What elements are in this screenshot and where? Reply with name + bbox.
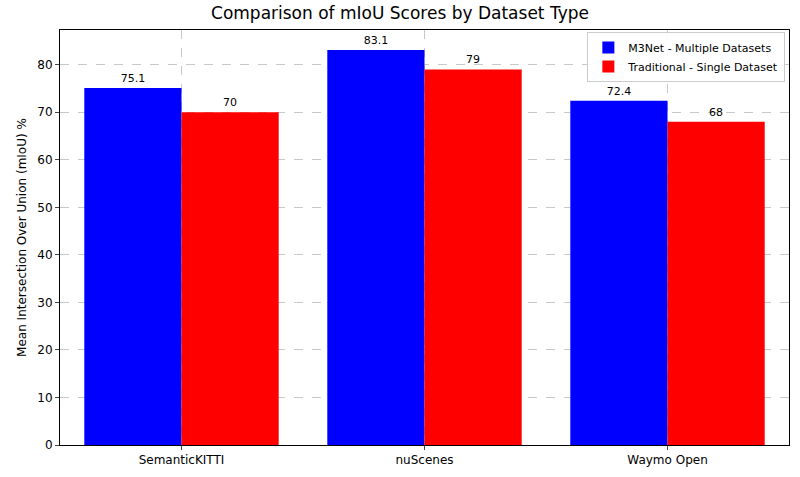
svg-text:Comparison of mIoU Scores by D: Comparison of mIoU Scores by Dataset Typ…: [211, 3, 589, 23]
svg-text:50: 50: [37, 201, 52, 215]
svg-text:Mean Intersection Over Union (: Mean Intersection Over Union (mIoU) %: [15, 118, 29, 357]
svg-text:79: 79: [466, 53, 480, 66]
svg-text:68: 68: [709, 106, 723, 119]
svg-text:60: 60: [37, 153, 52, 167]
svg-text:0: 0: [45, 438, 53, 452]
svg-text:30: 30: [37, 296, 52, 310]
svg-text:SemanticKITTI: SemanticKITTI: [139, 453, 225, 467]
svg-text:10: 10: [37, 391, 52, 405]
svg-text:80: 80: [37, 58, 52, 72]
svg-text:Traditional - Single Dataset: Traditional - Single Dataset: [627, 61, 777, 74]
svg-text:70: 70: [223, 96, 237, 109]
svg-text:75.1: 75.1: [121, 72, 145, 85]
svg-text:83.1: 83.1: [364, 34, 389, 47]
svg-text:M3Net - Multiple Datasets: M3Net - Multiple Datasets: [628, 42, 771, 55]
svg-text:Waymo Open: Waymo Open: [627, 453, 707, 467]
svg-text:70: 70: [37, 105, 52, 119]
svg-text:72.4: 72.4: [607, 85, 632, 98]
svg-text:nuScenes: nuScenes: [395, 453, 453, 467]
svg-text:40: 40: [37, 248, 52, 262]
svg-text:20: 20: [37, 343, 52, 357]
